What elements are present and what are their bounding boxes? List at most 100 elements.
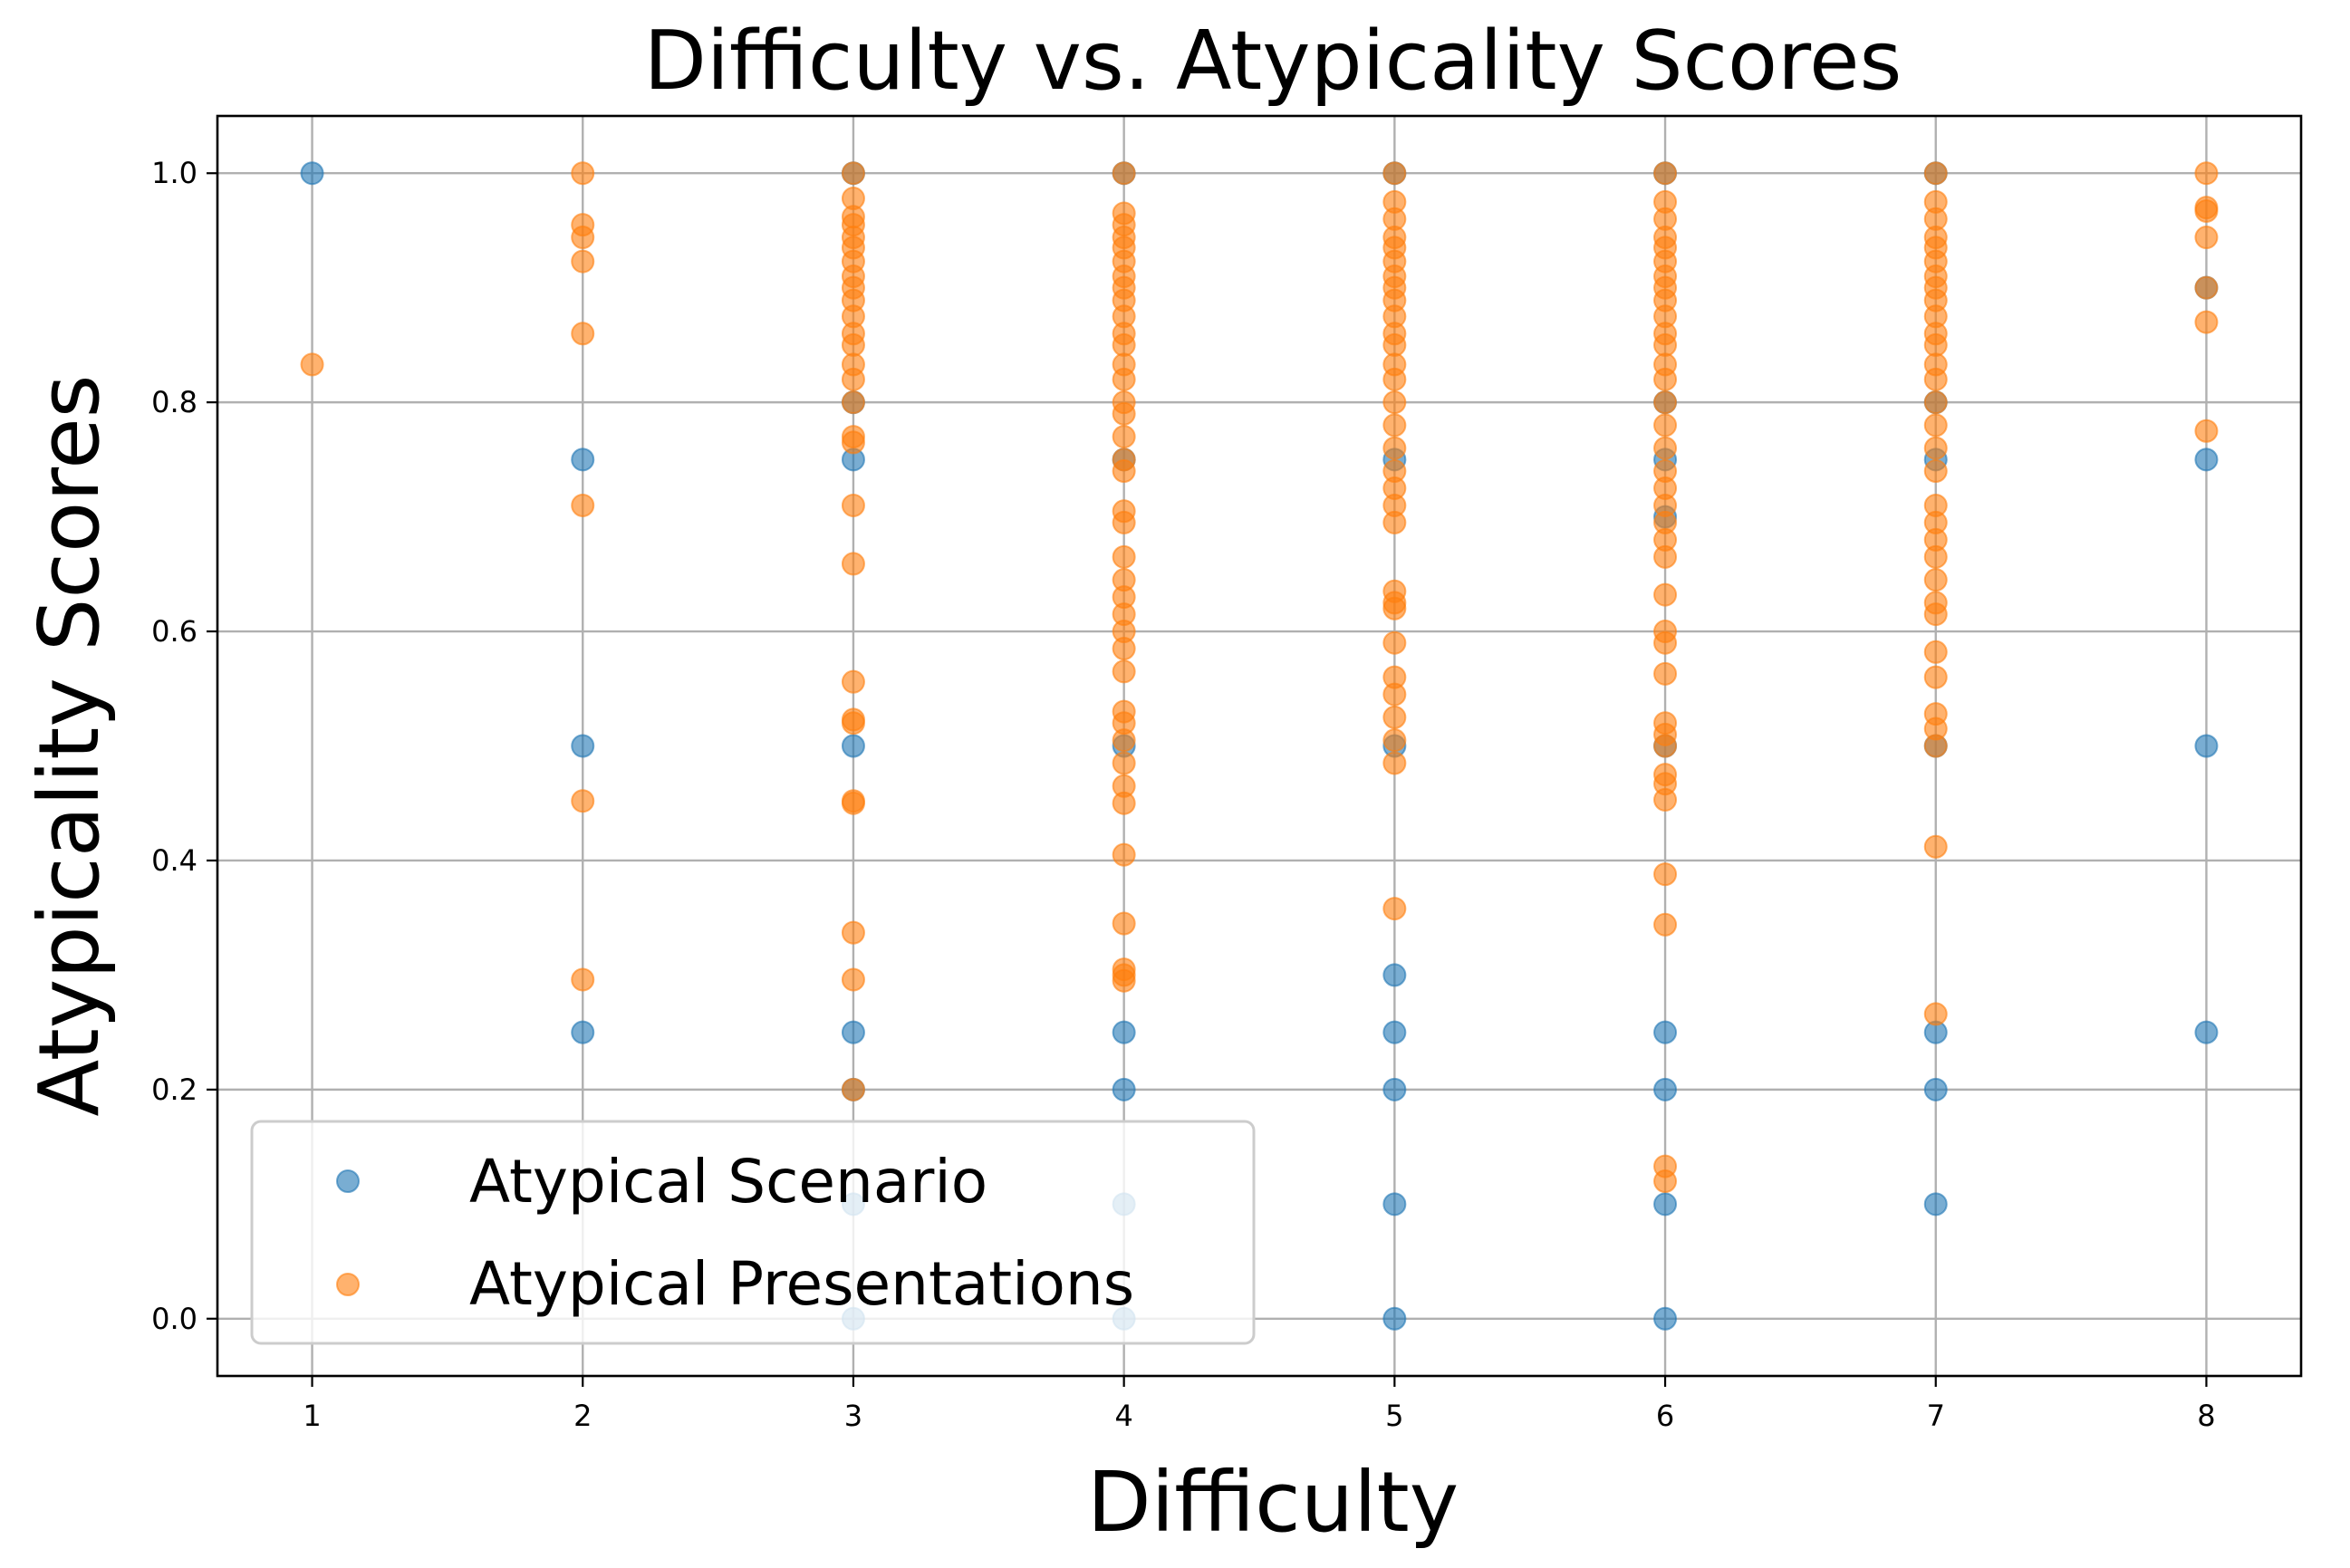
data-point <box>1653 390 1678 415</box>
data-point <box>1112 510 1136 534</box>
data-point <box>571 249 595 274</box>
data-points <box>300 161 2219 1331</box>
data-point <box>1382 751 1407 775</box>
data-point <box>1112 911 1136 936</box>
data-point <box>1653 630 1678 655</box>
data-point <box>1923 390 1948 415</box>
data-point <box>1923 459 1948 484</box>
y-tick-label: 0.0 <box>151 1302 197 1336</box>
data-point <box>1382 728 1407 753</box>
data-point <box>2194 161 2219 186</box>
data-point <box>2194 418 2219 443</box>
data-point <box>1923 834 1948 859</box>
data-point <box>1923 665 1948 689</box>
data-point <box>1382 963 1407 987</box>
data-point <box>1112 751 1136 775</box>
data-point <box>571 322 595 346</box>
data-point <box>1112 459 1136 484</box>
data-point <box>1653 544 1678 569</box>
data-point <box>1112 161 1136 186</box>
data-point <box>1112 425 1136 449</box>
data-point <box>1382 682 1407 707</box>
data-point <box>841 1020 865 1044</box>
data-point <box>1923 602 1948 627</box>
data-point <box>841 669 865 694</box>
series-atypical-presentations <box>300 161 2219 1194</box>
data-point <box>1112 1020 1136 1044</box>
data-point <box>1923 367 1948 391</box>
data-point <box>1382 390 1407 415</box>
data-point <box>1382 413 1407 438</box>
data-point <box>841 791 865 815</box>
data-point <box>841 920 865 945</box>
data-point <box>571 789 595 813</box>
data-point <box>571 447 595 472</box>
data-point <box>1382 897 1407 921</box>
data-point <box>1653 367 1678 391</box>
x-axis-label: Difficulty <box>1087 1454 1459 1551</box>
x-tick-label: 2 <box>573 1399 592 1433</box>
data-point <box>571 967 595 992</box>
x-tick-label: 8 <box>2197 1399 2215 1433</box>
data-point <box>1653 787 1678 812</box>
legend-frame <box>250 1120 1256 1345</box>
data-point <box>1382 1192 1407 1217</box>
data-point <box>1653 1192 1678 1217</box>
data-point <box>1653 912 1678 937</box>
data-point <box>571 226 595 250</box>
data-point <box>2194 310 2219 334</box>
data-point <box>1112 1077 1136 1101</box>
data-point <box>1112 332 1136 357</box>
data-point <box>1653 661 1678 686</box>
y-axis-label: Atypicality Scores <box>21 374 118 1116</box>
data-point <box>1923 413 1948 438</box>
data-point <box>841 734 865 758</box>
data-point <box>1112 544 1136 569</box>
data-point <box>2194 734 2219 758</box>
data-point <box>841 390 865 415</box>
y-tick-label: 1.0 <box>151 156 197 190</box>
plot-frame <box>216 114 2303 1378</box>
legend: Atypical Scenario Atypical Presentations <box>250 1120 1256 1345</box>
data-point <box>1112 842 1136 867</box>
data-point <box>2194 1020 2219 1044</box>
data-point <box>841 711 865 736</box>
data-point <box>1653 734 1678 758</box>
data-point <box>1382 332 1407 357</box>
data-point <box>2194 198 2219 223</box>
data-point <box>841 161 865 186</box>
data-point <box>1382 161 1407 186</box>
data-point <box>1923 568 1948 592</box>
x-tick-label: 3 <box>844 1399 862 1433</box>
data-point <box>841 967 865 992</box>
data-point <box>1653 161 1678 186</box>
legend-label-atypical-presentations: Atypical Presentations <box>469 1249 1134 1319</box>
legend-marker-atypical-presentations <box>336 1273 360 1296</box>
data-point <box>1112 401 1136 426</box>
data-point <box>1112 791 1136 815</box>
chart-title: Difficulty vs. Atypicality Scores <box>644 14 1902 109</box>
data-point <box>2194 226 2219 250</box>
data-point <box>1382 436 1407 460</box>
data-point <box>1112 637 1136 661</box>
legend-label-atypical-scenario: Atypical Scenario <box>469 1147 987 1217</box>
data-point <box>1653 862 1678 887</box>
data-point <box>1382 705 1407 729</box>
data-point <box>1923 1192 1948 1217</box>
data-point <box>571 1020 595 1044</box>
data-point <box>1653 1077 1678 1101</box>
data-point <box>1112 659 1136 684</box>
data-point <box>1653 332 1678 357</box>
data-point <box>1382 1020 1407 1044</box>
data-point <box>571 734 595 758</box>
data-point <box>2194 275 2219 300</box>
data-point <box>300 352 324 377</box>
data-point <box>1923 544 1948 569</box>
data-point <box>2194 447 2219 472</box>
x-tick-label: 6 <box>1656 1399 1674 1433</box>
data-point <box>571 161 595 186</box>
data-point <box>1382 367 1407 391</box>
x-tick-label: 7 <box>1927 1399 1945 1433</box>
data-point <box>1382 1077 1407 1101</box>
data-point <box>1112 367 1136 391</box>
